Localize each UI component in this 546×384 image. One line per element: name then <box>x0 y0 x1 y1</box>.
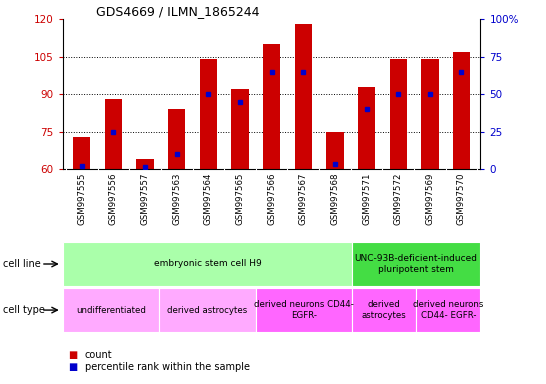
Bar <box>63 288 159 332</box>
Text: count: count <box>85 350 112 360</box>
Bar <box>136 159 154 169</box>
Text: GSM997566: GSM997566 <box>267 172 276 225</box>
Bar <box>326 131 343 169</box>
Text: ■: ■ <box>68 362 78 372</box>
Text: GSM997565: GSM997565 <box>235 172 245 225</box>
Text: GSM997563: GSM997563 <box>172 172 181 225</box>
Bar <box>200 59 217 169</box>
Text: derived neurons
CD44- EGFR-: derived neurons CD44- EGFR- <box>413 300 484 320</box>
Bar <box>453 52 470 169</box>
Text: derived astrocytes: derived astrocytes <box>167 306 247 314</box>
Text: GSM997571: GSM997571 <box>362 172 371 225</box>
Text: derived neurons CD44-
EGFR-: derived neurons CD44- EGFR- <box>254 300 354 320</box>
Bar <box>63 242 352 286</box>
Text: GSM997564: GSM997564 <box>204 172 213 225</box>
Bar <box>105 99 122 169</box>
Bar <box>352 242 480 286</box>
Text: GSM997556: GSM997556 <box>109 172 118 225</box>
Bar <box>389 59 407 169</box>
Bar <box>73 137 91 169</box>
Text: GSM997572: GSM997572 <box>394 172 403 225</box>
Text: embryonic stem cell H9: embryonic stem cell H9 <box>153 260 261 268</box>
Text: UNC-93B-deficient-induced
pluripotent stem: UNC-93B-deficient-induced pluripotent st… <box>355 254 478 274</box>
Text: ■: ■ <box>68 350 78 360</box>
Bar <box>232 89 248 169</box>
Text: GSM997569: GSM997569 <box>425 172 435 225</box>
Bar <box>256 288 352 332</box>
Bar <box>358 87 375 169</box>
Bar <box>295 24 312 169</box>
Text: GSM997567: GSM997567 <box>299 172 308 225</box>
Text: GSM997555: GSM997555 <box>78 172 86 225</box>
Bar <box>263 44 280 169</box>
Text: GSM997557: GSM997557 <box>140 172 150 225</box>
Text: derived
astrocytes: derived astrocytes <box>361 300 406 320</box>
Text: cell line: cell line <box>3 259 40 269</box>
Text: GSM997570: GSM997570 <box>457 172 466 225</box>
Text: undifferentiated: undifferentiated <box>76 306 146 314</box>
Bar <box>421 59 438 169</box>
Text: percentile rank within the sample: percentile rank within the sample <box>85 362 250 372</box>
Text: GDS4669 / ILMN_1865244: GDS4669 / ILMN_1865244 <box>96 5 260 18</box>
Text: cell type: cell type <box>3 305 45 315</box>
Bar <box>168 109 186 169</box>
Text: GSM997568: GSM997568 <box>330 172 340 225</box>
Bar <box>416 288 480 332</box>
Bar <box>159 288 256 332</box>
Bar <box>352 288 416 332</box>
